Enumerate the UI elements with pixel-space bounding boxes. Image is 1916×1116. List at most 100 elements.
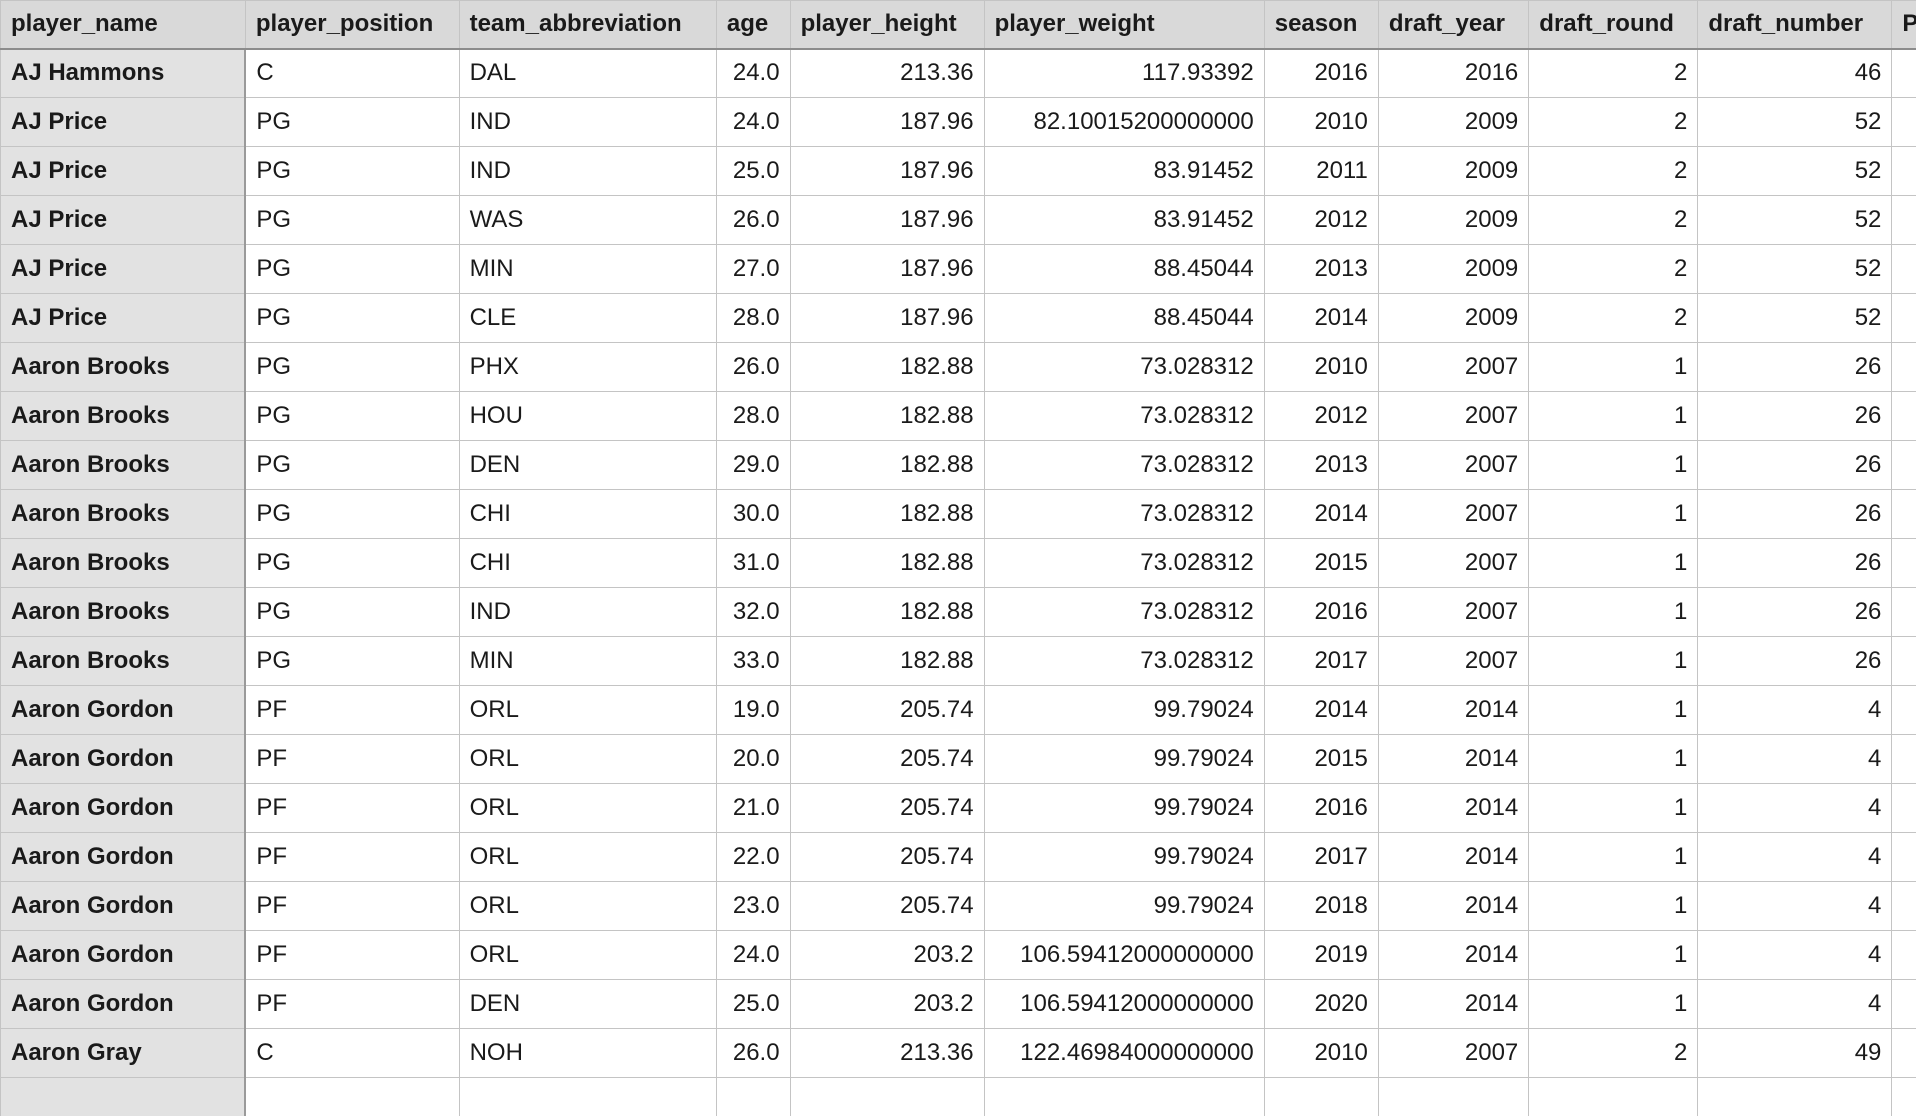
cell-player-id[interactable]: 20198 [1891, 97, 1916, 147]
cell-weight[interactable]: 88.45044 [983, 293, 1265, 343]
cell-position[interactable]: PG [244, 587, 460, 637]
cell-season[interactable]: 2020 [1263, 979, 1379, 1029]
table-row[interactable]: Aaron Brooks PG PHX 26.0 182.88 73.028312 2010… [0, 342, 1916, 392]
cell-weight[interactable]: 73.028312 [983, 342, 1265, 392]
cell-name[interactable]: Aaron Gordon [0, 783, 247, 833]
cell-empty[interactable] [458, 1077, 717, 1116]
cell-age[interactable]: 30.0 [715, 489, 791, 539]
cell-draft-round[interactable]: 2 [1528, 48, 1699, 98]
cell-team[interactable]: DEN [458, 979, 717, 1029]
cell-age[interactable]: 24.0 [715, 97, 791, 147]
cell-height[interactable]: 182.88 [789, 636, 985, 686]
cell-draft-number[interactable]: 49 [1697, 1028, 1893, 1078]
cell-age[interactable]: 25.0 [715, 979, 791, 1029]
cell-weight[interactable]: 73.028312 [983, 538, 1265, 588]
cell-age[interactable]: 21.0 [715, 783, 791, 833]
cell-team[interactable]: ORL [458, 783, 717, 833]
cell-season[interactable]: 2016 [1263, 48, 1379, 98]
cell-player-id[interactable]: 20393 [1891, 734, 1916, 784]
cell-height[interactable]: 187.96 [789, 244, 985, 294]
cell-draft-number[interactable]: 52 [1697, 195, 1893, 245]
cell-team[interactable]: NOH [458, 1028, 717, 1078]
cell-draft-year[interactable]: 2014 [1377, 734, 1530, 784]
cell-name[interactable]: Aaron Gordon [0, 930, 247, 980]
cell-name[interactable]: Aaron Brooks [0, 538, 247, 588]
cell-draft-round[interactable]: 1 [1528, 538, 1699, 588]
cell-draft-round[interactable]: 2 [1528, 146, 1699, 196]
cell-position[interactable]: PG [244, 538, 460, 588]
cell-empty[interactable] [789, 1077, 985, 1116]
cell-age[interactable]: 26.0 [715, 195, 791, 245]
cell-draft-round[interactable]: 2 [1528, 293, 1699, 343]
cell-name[interactable]: AJ Price [0, 244, 247, 294]
cell-season[interactable]: 2013 [1263, 440, 1379, 490]
cell-team[interactable]: PHX [458, 342, 717, 392]
table-row[interactable]: AJ Price PG MIN 27.0 187.96 88.45044 2013 2009 2… [0, 244, 1916, 294]
table-row[interactable]: AJ Hammons C DAL 24.0 213.36 117.93392 2016 201… [0, 48, 1916, 98]
cell-age[interactable]: 33.0 [715, 636, 791, 686]
cell-empty[interactable] [244, 1077, 460, 1116]
cell-player-id[interactable]: 20393 [1891, 685, 1916, 735]
cell-position[interactable]: PF [244, 734, 460, 784]
cell-height[interactable]: 187.96 [789, 146, 985, 196]
cell-draft-year[interactable]: 2009 [1377, 244, 1530, 294]
cell-draft-round[interactable]: 2 [1528, 1028, 1699, 1078]
cell-player-id[interactable]: 20118 [1891, 1028, 1916, 1078]
cell-draft-year[interactable]: 2007 [1377, 1028, 1530, 1078]
cell-draft-round[interactable]: 1 [1528, 930, 1699, 980]
table-row[interactable]: Aaron Gordon PF ORL 21.0 205.74 99.79024 2016 2… [0, 783, 1916, 833]
cell-weight[interactable]: 83.91452 [983, 195, 1265, 245]
cell-age[interactable]: 31.0 [715, 538, 791, 588]
cell-draft-year[interactable]: 2007 [1377, 538, 1530, 588]
cell-draft-number[interactable]: 52 [1697, 146, 1893, 196]
cell-height[interactable]: 213.36 [789, 1028, 985, 1078]
cell-draft-year[interactable]: 2009 [1377, 195, 1530, 245]
cell-weight[interactable]: 73.028312 [983, 440, 1265, 490]
cell-name[interactable]: AJ Hammons [0, 48, 247, 98]
cell-name[interactable]: Aaron Brooks [0, 342, 247, 392]
cell-name[interactable]: Aaron Brooks [0, 587, 247, 637]
cell-team[interactable]: ORL [458, 930, 717, 980]
cell-position[interactable]: PG [244, 293, 460, 343]
column-header-draft-year[interactable]: draft_year [1377, 0, 1530, 50]
cell-season[interactable]: 2010 [1263, 1028, 1379, 1078]
table-row[interactable]: AJ Price PG IND 24.0 187.96 82.10015200000000… [0, 97, 1916, 147]
cell-draft-number[interactable]: 26 [1697, 587, 1893, 637]
cell-empty[interactable] [1891, 1077, 1916, 1116]
cell-position[interactable]: PG [244, 146, 460, 196]
cell-draft-number[interactable]: 52 [1697, 293, 1893, 343]
cell-season[interactable]: 2017 [1263, 636, 1379, 686]
cell-player-id[interactable]: 20116 [1891, 391, 1916, 441]
cell-position[interactable]: PG [244, 391, 460, 441]
table-row[interactable]: Aaron Gordon PF ORL 24.0 203.2 106.5941200000… [0, 930, 1916, 980]
cell-draft-round[interactable]: 1 [1528, 832, 1699, 882]
cell-draft-number[interactable]: 4 [1697, 734, 1893, 784]
cell-height[interactable]: 182.88 [789, 489, 985, 539]
cell-season[interactable]: 2018 [1263, 881, 1379, 931]
cell-age[interactable]: 24.0 [715, 48, 791, 98]
column-header-draft-round[interactable]: draft_round [1528, 0, 1699, 50]
cell-team[interactable]: DEN [458, 440, 717, 490]
cell-age[interactable]: 32.0 [715, 587, 791, 637]
cell-position[interactable]: PF [244, 685, 460, 735]
cell-draft-number[interactable]: 46 [1697, 48, 1893, 98]
cell-player-id[interactable]: 20198 [1891, 244, 1916, 294]
cell-season[interactable]: 2016 [1263, 783, 1379, 833]
cell-name[interactable]: Aaron Brooks [0, 440, 247, 490]
cell-weight[interactable]: 99.79024 [983, 734, 1265, 784]
table-row[interactable]: Aaron Gordon PF ORL 22.0 205.74 99.79024 2017 2… [0, 832, 1916, 882]
cell-draft-number[interactable]: 26 [1697, 440, 1893, 490]
cell-age[interactable]: 28.0 [715, 391, 791, 441]
cell-weight[interactable]: 73.028312 [983, 391, 1265, 441]
column-header-team[interactable]: team_abbreviation [458, 0, 717, 50]
cell-draft-number[interactable]: 4 [1697, 930, 1893, 980]
cell-height[interactable]: 187.96 [789, 195, 985, 245]
cell-team[interactable]: CHI [458, 538, 717, 588]
cell-draft-year[interactable]: 2014 [1377, 881, 1530, 931]
cell-draft-number[interactable]: 26 [1697, 489, 1893, 539]
cell-player-id[interactable]: 162777 [1891, 48, 1916, 98]
cell-weight[interactable]: 83.91452 [983, 146, 1265, 196]
cell-position[interactable]: C [244, 1028, 460, 1078]
cell-team[interactable]: MIN [458, 244, 717, 294]
